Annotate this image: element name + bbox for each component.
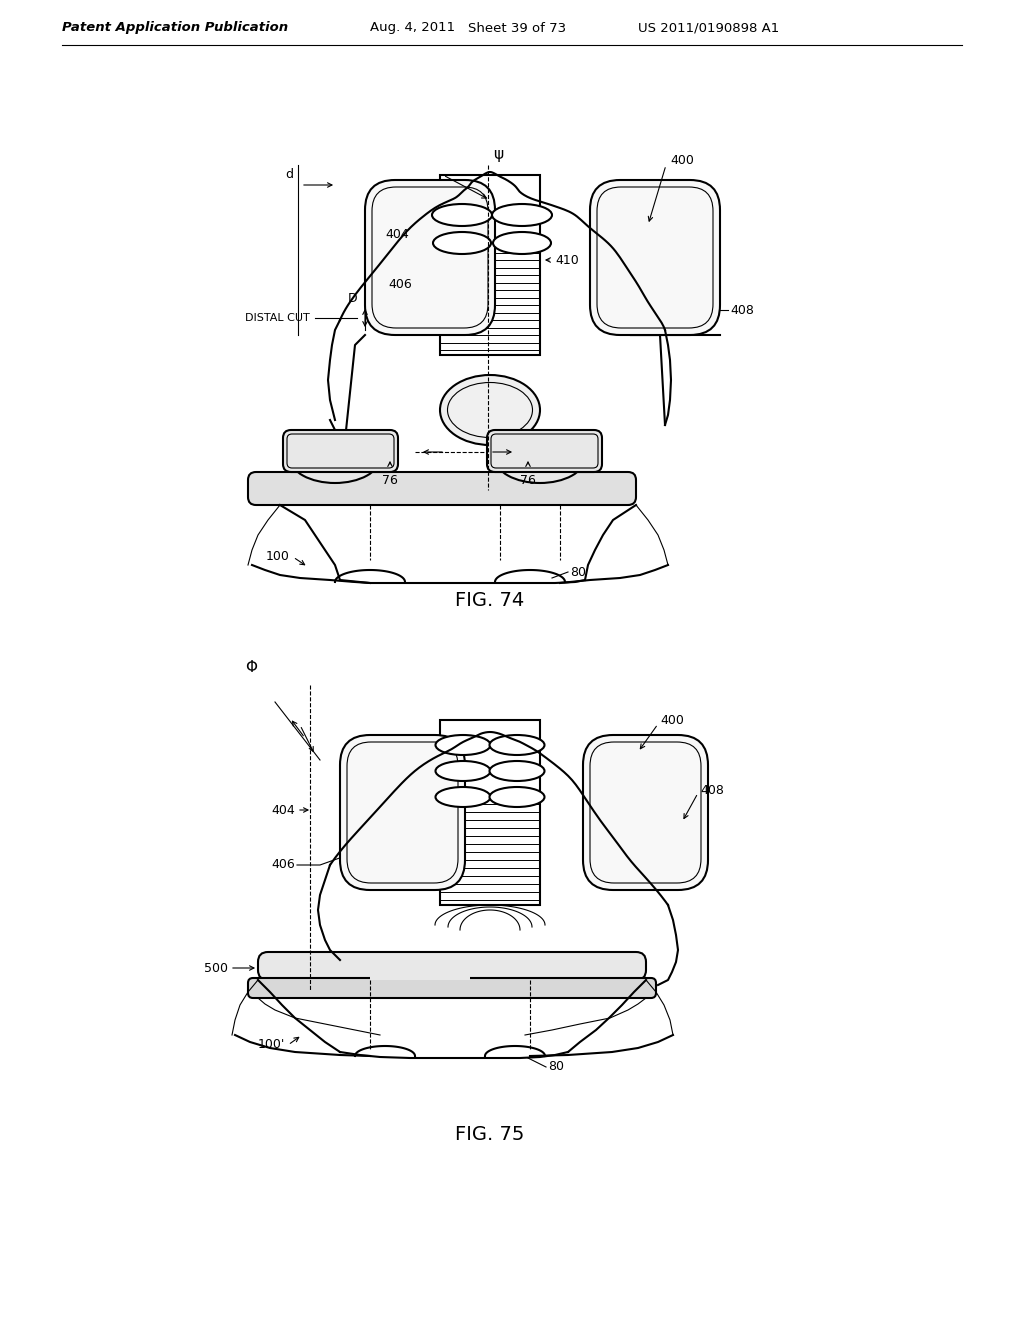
- FancyBboxPatch shape: [258, 952, 646, 979]
- Bar: [440, 719, 540, 906]
- Text: 80: 80: [548, 1060, 564, 1073]
- Text: 404: 404: [385, 228, 409, 242]
- FancyBboxPatch shape: [487, 430, 602, 473]
- Bar: [440, 176, 540, 355]
- Text: FIG. 75: FIG. 75: [456, 1126, 524, 1144]
- Ellipse shape: [489, 762, 545, 781]
- Text: Patent Application Publication: Patent Application Publication: [62, 21, 288, 34]
- Text: 76: 76: [382, 474, 398, 487]
- Text: DISTAL CUT: DISTAL CUT: [246, 313, 310, 323]
- Text: 410: 410: [555, 253, 579, 267]
- FancyBboxPatch shape: [365, 180, 495, 335]
- Text: 100: 100: [266, 550, 290, 564]
- FancyBboxPatch shape: [283, 430, 398, 473]
- Ellipse shape: [290, 433, 380, 483]
- Ellipse shape: [432, 205, 492, 226]
- Text: D: D: [347, 292, 357, 305]
- Text: 500: 500: [204, 961, 228, 974]
- Text: 406: 406: [388, 279, 412, 292]
- Text: 408: 408: [730, 304, 754, 317]
- Text: US 2011/0190898 A1: US 2011/0190898 A1: [638, 21, 779, 34]
- Text: 400: 400: [670, 153, 694, 166]
- Text: 100': 100': [258, 1039, 285, 1052]
- Ellipse shape: [440, 375, 540, 445]
- Text: Aug. 4, 2011: Aug. 4, 2011: [370, 21, 455, 34]
- Text: 406: 406: [271, 858, 295, 871]
- Ellipse shape: [489, 787, 545, 807]
- Text: 400: 400: [660, 714, 684, 726]
- Text: 408: 408: [700, 784, 724, 796]
- Text: 404: 404: [271, 804, 295, 817]
- Ellipse shape: [489, 735, 545, 755]
- FancyBboxPatch shape: [583, 735, 708, 890]
- Text: ψ: ψ: [493, 147, 503, 162]
- Bar: [370, 970, 470, 979]
- Ellipse shape: [433, 232, 490, 253]
- Text: 80: 80: [570, 565, 586, 578]
- Ellipse shape: [435, 762, 490, 781]
- Ellipse shape: [435, 787, 490, 807]
- FancyBboxPatch shape: [248, 978, 656, 998]
- Ellipse shape: [495, 433, 585, 483]
- Ellipse shape: [435, 735, 490, 755]
- Text: Φ: Φ: [245, 660, 257, 675]
- Ellipse shape: [492, 205, 552, 226]
- Text: d: d: [285, 169, 293, 181]
- Text: FIG. 74: FIG. 74: [456, 590, 524, 610]
- FancyBboxPatch shape: [590, 180, 720, 335]
- FancyBboxPatch shape: [340, 735, 465, 890]
- Text: 76: 76: [520, 474, 536, 487]
- FancyBboxPatch shape: [248, 473, 636, 506]
- Text: Sheet 39 of 73: Sheet 39 of 73: [468, 21, 566, 34]
- Ellipse shape: [493, 232, 551, 253]
